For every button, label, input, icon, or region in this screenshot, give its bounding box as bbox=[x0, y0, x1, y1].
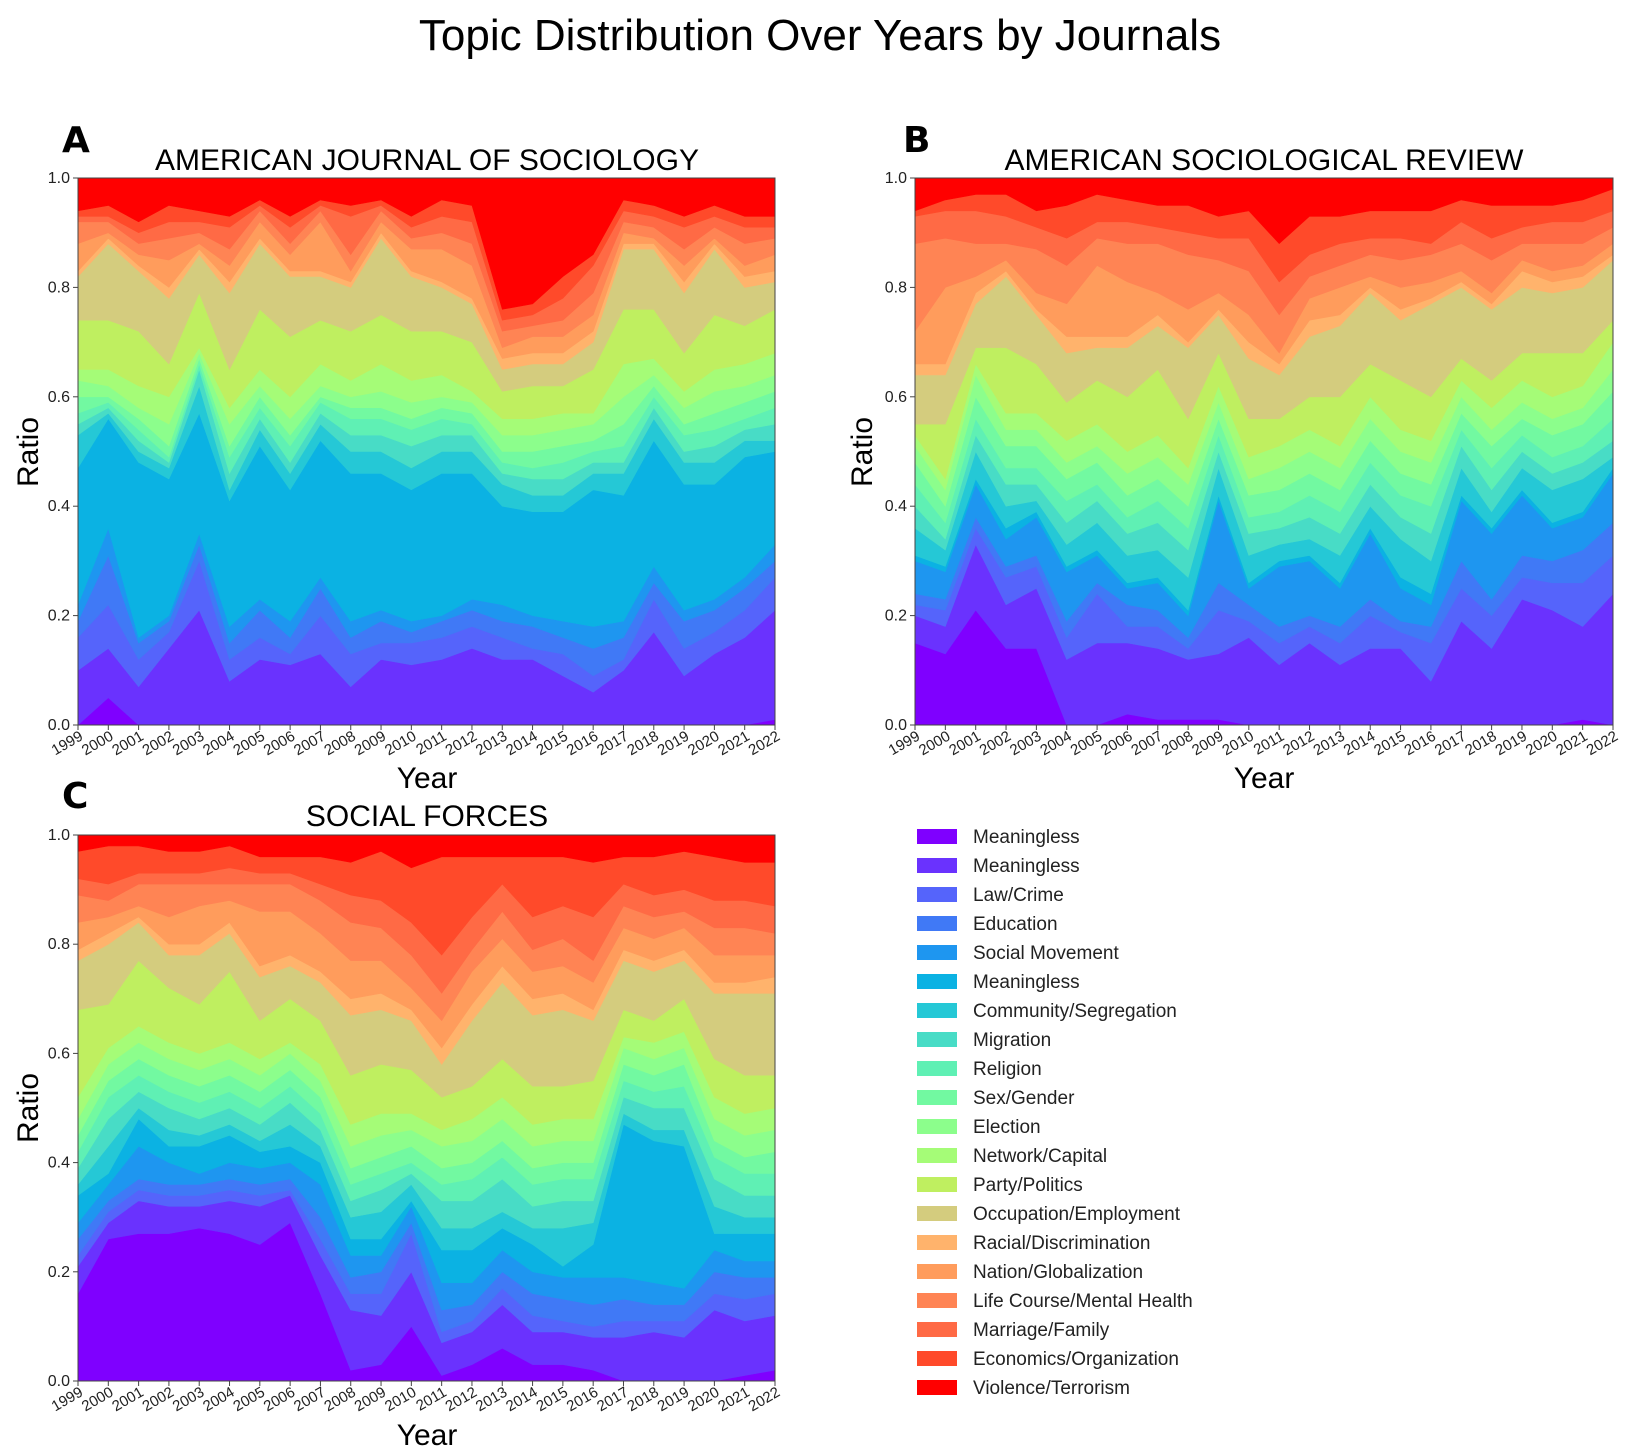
legend-entry: Sex/Gender bbox=[973, 1088, 1075, 1109]
y-tick-label: 0.4 bbox=[48, 1155, 70, 1172]
legend-swatch bbox=[917, 829, 957, 844]
panel-b-y-axis: 0.0 0.2 0.4 0.6 0.8 1.0 bbox=[885, 170, 915, 734]
legend-entry: Racial/Discrimination bbox=[973, 1233, 1150, 1254]
panel-a-y-axis: 0.0 0.2 0.4 0.6 0.8 1.0 bbox=[48, 170, 78, 734]
y-tick-label: 0.0 bbox=[48, 1373, 70, 1390]
y-tick-label: 1.0 bbox=[48, 827, 70, 844]
x-tick-label: 2022 bbox=[746, 728, 783, 759]
y-tick-label: 0.6 bbox=[48, 389, 70, 406]
legend-entry: Social Movement bbox=[973, 943, 1119, 964]
legend-swatch bbox=[917, 1003, 957, 1018]
plot-frame bbox=[77, 177, 776, 726]
legend-swatch bbox=[917, 1177, 957, 1192]
y-tick-label: 0.8 bbox=[48, 936, 70, 953]
legend-entry: Law/Crime bbox=[973, 885, 1064, 906]
legend-swatch bbox=[917, 887, 957, 902]
panel-a-y-label: Ratio bbox=[12, 417, 45, 487]
legend-entry: Meaningless bbox=[973, 856, 1080, 877]
panel-c-letter: C bbox=[62, 776, 88, 817]
y-tick-label: 1.0 bbox=[48, 170, 70, 187]
y-tick-label: 0.6 bbox=[885, 389, 907, 406]
legend-entry: Meaningless bbox=[973, 827, 1080, 848]
figure-title: Topic Distribution Over Years by Journal… bbox=[419, 11, 1221, 60]
x-tick-label: 2022 bbox=[746, 1384, 783, 1415]
panel-b-plot-area bbox=[914, 177, 1614, 726]
panel-c-x-axis: 1999200020012002200320042005200620072008… bbox=[49, 1381, 783, 1415]
legend-swatch bbox=[917, 1293, 957, 1308]
y-tick-label: 0.4 bbox=[885, 498, 907, 515]
legend-entry: Religion bbox=[973, 1059, 1042, 1080]
panel-b: B AMERICAN SOCIOLOGICAL REVIEW 0.0 0.2 0.4… bbox=[846, 120, 1621, 795]
panel-c: C SOCIAL FORCES 0.0 0.2 0.4 0.6 0.8 1.0 19992… bbox=[12, 776, 783, 1452]
y-tick-label: 0.4 bbox=[48, 498, 70, 515]
legend-swatch bbox=[917, 1206, 957, 1221]
legend-entry: Election bbox=[973, 1117, 1041, 1138]
legend-entry: Meaningless bbox=[973, 972, 1080, 993]
y-tick-label: 0.8 bbox=[48, 279, 70, 296]
legend-entry: Nation/Globalization bbox=[973, 1262, 1143, 1283]
legend: Meaningless Meaningless Law/Crime Education… bbox=[917, 827, 1193, 1399]
panel-a-plot-area bbox=[77, 177, 776, 726]
panel-c-y-axis: 0.0 0.2 0.4 0.6 0.8 1.0 bbox=[48, 827, 78, 1390]
y-tick-label: 0.2 bbox=[48, 1264, 70, 1281]
y-tick-label: 1.0 bbox=[885, 170, 907, 187]
panel-a-title: AMERICAN JOURNAL OF SOCIOLOGY bbox=[155, 144, 699, 177]
panel-a: A AMERICAN JOURNAL OF SOCIOLOGY 0.00.20.… bbox=[12, 120, 783, 795]
legend-entry: Education bbox=[973, 914, 1058, 935]
y-tick-label: 0.6 bbox=[48, 1045, 70, 1062]
panel-b-letter: B bbox=[903, 120, 930, 161]
legend-swatch bbox=[917, 1380, 957, 1395]
panel-b-y-label: Ratio bbox=[846, 417, 879, 487]
legend-swatch bbox=[917, 1235, 957, 1250]
legend-entry: Life Course/Mental Health bbox=[973, 1291, 1193, 1312]
legend-swatch bbox=[917, 858, 957, 873]
y-tick-label: 0.2 bbox=[885, 608, 907, 625]
panel-c-x-label: Year bbox=[397, 1419, 458, 1452]
legend-swatch bbox=[917, 1264, 957, 1279]
y-tick-label: 0.8 bbox=[885, 279, 907, 296]
plot-frame bbox=[77, 834, 776, 1382]
y-tick-label: 0.0 bbox=[48, 717, 70, 734]
legend-swatch bbox=[917, 1032, 957, 1047]
y-tick-label: 0.0 bbox=[885, 717, 907, 734]
legend-swatch bbox=[917, 1119, 957, 1134]
panel-c-plot-area bbox=[77, 834, 776, 1382]
panel-c-title: SOCIAL FORCES bbox=[306, 800, 548, 833]
legend-entry: Migration bbox=[973, 1030, 1051, 1051]
panel-c-y-label: Ratio bbox=[12, 1073, 45, 1143]
panel-a-x-label: Year bbox=[397, 762, 458, 795]
legend-swatch bbox=[917, 1061, 957, 1076]
legend-swatch bbox=[917, 974, 957, 989]
x-tick-label: 2022 bbox=[1584, 728, 1621, 759]
legend-entry: Violence/Terrorism bbox=[973, 1378, 1130, 1399]
legend-entry: Economics/Organization bbox=[973, 1349, 1179, 1370]
legend-entry: Party/Politics bbox=[973, 1175, 1083, 1196]
y-tick-label: 0.2 bbox=[48, 608, 70, 625]
plot-frame bbox=[914, 177, 1614, 726]
panel-b-x-axis: 1999200020012002200320042005200620072008… bbox=[886, 725, 1621, 759]
legend-entry: Network/Capital bbox=[973, 1146, 1107, 1167]
legend-entry: Community/Segregation bbox=[973, 1001, 1177, 1022]
legend-swatch bbox=[917, 916, 957, 931]
panel-a-letter: A bbox=[62, 120, 90, 161]
panel-a-x-axis: 1999200020012002200320042005200620072008… bbox=[49, 725, 783, 759]
legend-swatch bbox=[917, 945, 957, 960]
legend-entry: Marriage/Family bbox=[973, 1320, 1110, 1341]
legend-swatch bbox=[917, 1322, 957, 1337]
legend-swatch bbox=[917, 1351, 957, 1366]
legend-swatch bbox=[917, 1090, 957, 1105]
legend-swatch bbox=[917, 1148, 957, 1163]
legend-entry: Occupation/Employment bbox=[973, 1204, 1181, 1225]
panel-b-x-label: Year bbox=[1234, 762, 1295, 795]
panel-b-title: AMERICAN SOCIOLOGICAL REVIEW bbox=[1005, 144, 1525, 177]
